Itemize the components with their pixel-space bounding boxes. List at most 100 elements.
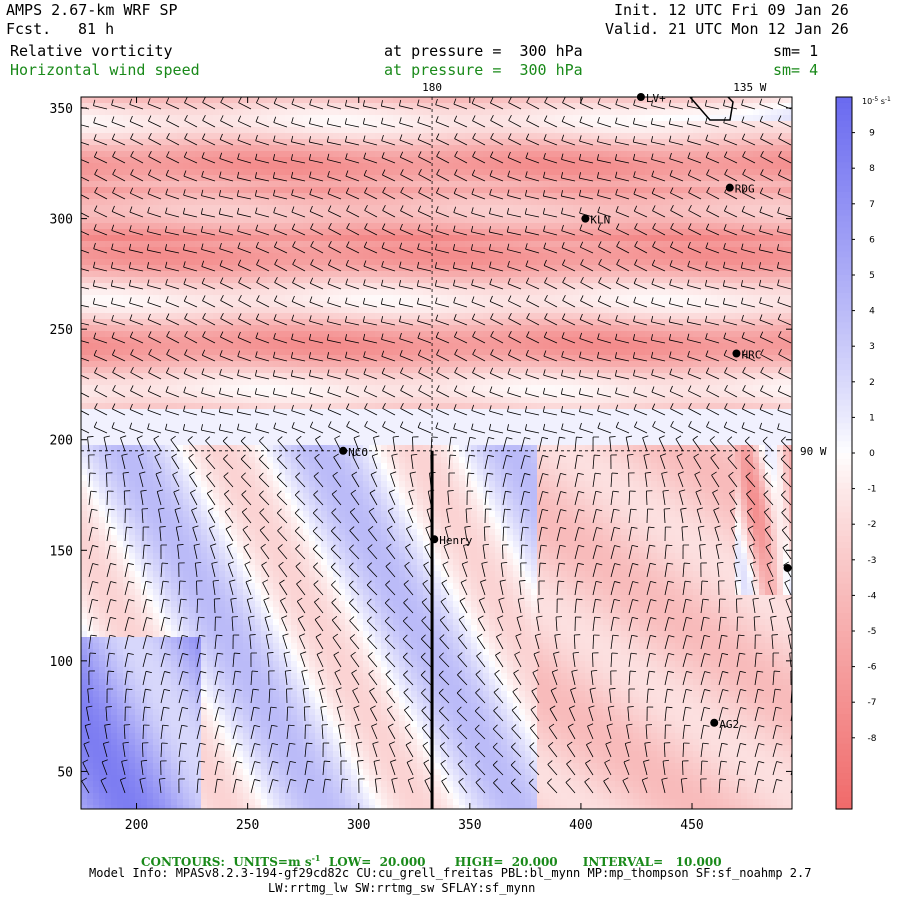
- vorticity-cell: [579, 235, 586, 242]
- vorticity-cell: [669, 343, 676, 350]
- vorticity-cell: [549, 181, 556, 188]
- vorticity-cell: [609, 151, 616, 158]
- vorticity-cell: [543, 325, 550, 332]
- vorticity-cell: [765, 151, 772, 158]
- vorticity-cell: [285, 295, 292, 302]
- vorticity-cell: [363, 157, 370, 164]
- vorticity-cell: [669, 253, 676, 260]
- vorticity-cell: [249, 271, 256, 278]
- vorticity-cell: [777, 217, 784, 224]
- vorticity-cell: [333, 187, 340, 194]
- vorticity-cell: [171, 295, 178, 302]
- vorticity-cell: [603, 199, 610, 206]
- vorticity-cell: [405, 187, 412, 194]
- vorticity-cell: [453, 175, 460, 182]
- vorticity-cell: [669, 199, 676, 206]
- vorticity-cell: [639, 343, 646, 350]
- vorticity-cell: [615, 163, 622, 170]
- vorticity-cell: [591, 133, 598, 140]
- vorticity-cell: [723, 139, 730, 146]
- vorticity-cell: [309, 247, 316, 254]
- vorticity-cell: [555, 241, 562, 248]
- vorticity-cell: [357, 151, 364, 158]
- vorticity-cell: [255, 181, 262, 188]
- vorticity-cell: [249, 157, 256, 164]
- vorticity-cell: [111, 283, 118, 290]
- vorticity-cell: [639, 313, 646, 320]
- vorticity-cell: [423, 229, 430, 236]
- vorticity-cell: [141, 157, 148, 164]
- vorticity-cell: [105, 247, 112, 254]
- vorticity-cell: [477, 145, 484, 152]
- vorticity-cell: [195, 139, 202, 146]
- vorticity-cell: [285, 247, 292, 254]
- vorticity-cell: [201, 277, 208, 284]
- vorticity-cell: [693, 121, 700, 128]
- vorticity-cell: [153, 121, 160, 128]
- vorticity-cell: [279, 193, 286, 200]
- vorticity-cell: [621, 301, 628, 308]
- vorticity-cell: [627, 253, 634, 260]
- vorticity-cell: [135, 289, 142, 296]
- vorticity-cell: [141, 223, 148, 230]
- vorticity-cell: [699, 187, 706, 194]
- vorticity-cell: [429, 115, 436, 122]
- vorticity-cell: [465, 127, 472, 134]
- vorticity-cell: [165, 205, 172, 212]
- vorticity-cell: [717, 205, 724, 212]
- vorticity-cell: [591, 331, 598, 338]
- vorticity-cell: [615, 307, 622, 314]
- vorticity-cell: [363, 103, 370, 110]
- vorticity-cell: [429, 241, 436, 248]
- vorticity-cell: [603, 103, 610, 110]
- vorticity-cell: [207, 295, 214, 302]
- vorticity-cell: [303, 133, 310, 140]
- vorticity-cell: [711, 127, 718, 134]
- vorticity-cell: [453, 217, 460, 224]
- vorticity-cell: [195, 175, 202, 182]
- vorticity-cell: [669, 295, 676, 302]
- vorticity-cell: [765, 283, 772, 290]
- vorticity-cell: [783, 319, 790, 326]
- vorticity-cell: [315, 331, 322, 338]
- vorticity-cell: [441, 307, 448, 314]
- vorticity-cell: [645, 175, 652, 182]
- vorticity-cell: [105, 181, 112, 188]
- vorticity-cell: [111, 313, 118, 320]
- vorticity-cell: [423, 295, 430, 302]
- vorticity-cell: [705, 259, 712, 266]
- vorticity-cell: [447, 193, 454, 200]
- vorticity-cell: [459, 241, 466, 248]
- vorticity-cell: [351, 241, 358, 248]
- vorticity-cell: [663, 115, 670, 122]
- vorticity-cell: [777, 103, 784, 110]
- vorticity-cell: [717, 337, 724, 344]
- vorticity-cell: [723, 211, 730, 218]
- vorticity-cell: [687, 181, 694, 188]
- vorticity-cell: [639, 253, 646, 260]
- vorticity-cell: [657, 127, 664, 134]
- vorticity-cell: [561, 169, 568, 176]
- vorticity-cell: [609, 139, 616, 146]
- vorticity-cell: [573, 175, 580, 182]
- vorticity-cell: [615, 271, 622, 278]
- vorticity-cell: [177, 313, 184, 320]
- vorticity-cell: [291, 151, 298, 158]
- vorticity-cell: [693, 283, 700, 290]
- vorticity-cell: [327, 325, 334, 332]
- vorticity-cell: [303, 277, 310, 284]
- vorticity-cell: [759, 115, 766, 122]
- vorticity-cell: [357, 223, 364, 230]
- vorticity-cell: [501, 283, 508, 290]
- vorticity-cell: [543, 97, 550, 104]
- vorticity-cell: [513, 241, 520, 248]
- vorticity-cell: [345, 295, 352, 302]
- vorticity-cell: [153, 283, 160, 290]
- vorticity-cell: [507, 265, 514, 272]
- vorticity-cell: [87, 181, 94, 188]
- vorticity-cell: [99, 241, 106, 248]
- vorticity-cell: [675, 343, 682, 350]
- vorticity-cell: [165, 253, 172, 260]
- vorticity-cell: [573, 253, 580, 260]
- vorticity-cell: [747, 223, 754, 230]
